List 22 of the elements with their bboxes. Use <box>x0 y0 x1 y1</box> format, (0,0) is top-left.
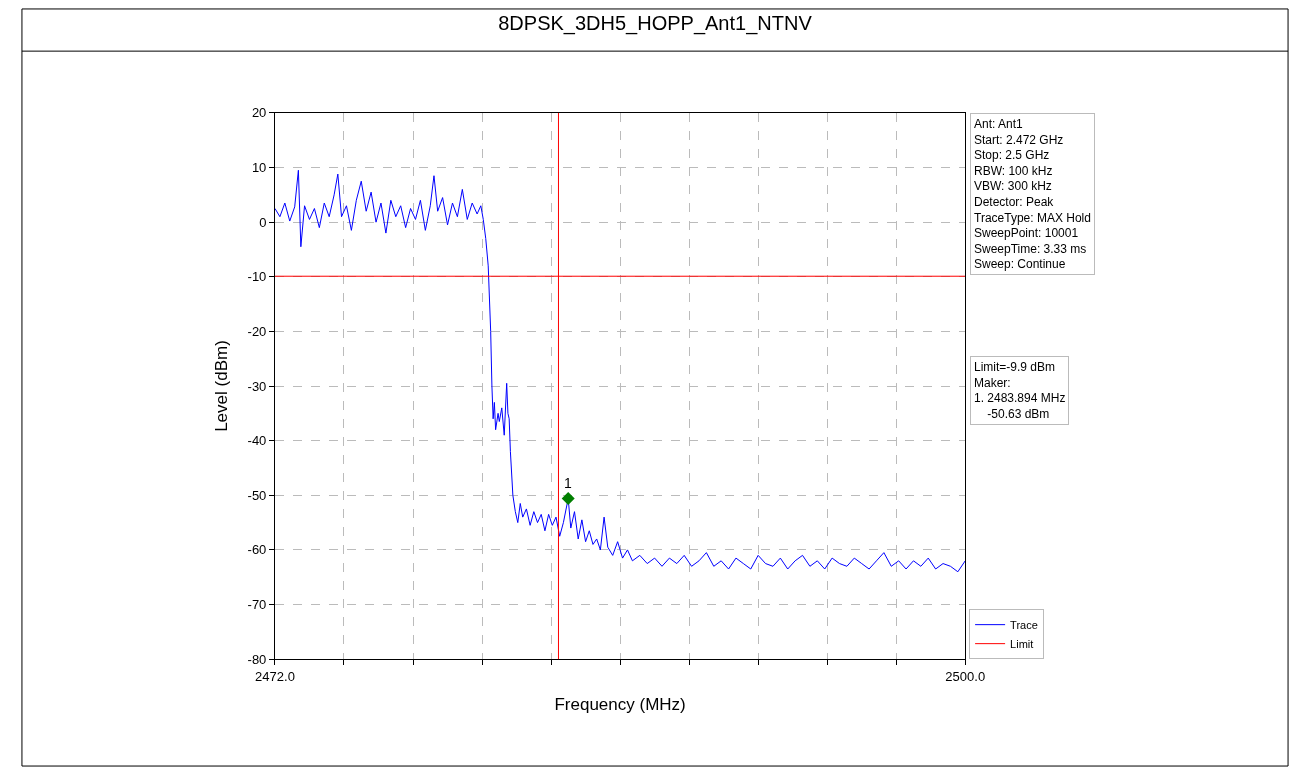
x-tick-label: 2472.0 <box>255 668 295 684</box>
x-axis-title: Frequency (MHz) <box>554 695 686 715</box>
line-series <box>274 169 966 573</box>
annotation: 1 <box>564 475 572 491</box>
y-tick-label: 10 <box>251 160 267 176</box>
y-tick-label: -80 <box>247 651 267 667</box>
y-tick-label: 20 <box>251 105 267 121</box>
y-tick-label: -50 <box>247 487 267 503</box>
y-tick-label: -40 <box>247 433 267 449</box>
y-tick-label: -60 <box>247 542 267 558</box>
legend-label: Trace <box>1010 618 1038 631</box>
x-tick-label: 2500.0 <box>945 668 986 684</box>
chart-title: 8DPSK_3DH5_HOPP_Ant1_NTNV <box>498 12 813 35</box>
text: Limit=-9.9 dBm Maker: 1. 2483.894 MHz -50.63 dBm <box>974 360 1066 421</box>
text: Ant: Ant1 Start: 2.472 GHz Stop: 2.5 GHz RBW: 100 kHz VBW: 300 kHz Detector: Peak TraceType: MAX Hold SweepPoint: 10001 SweepTime: 3.33 ms Sweep: Continue <box>974 117 1091 272</box>
y-tick-label: -20 <box>247 323 267 339</box>
y-tick-label: -70 <box>247 597 267 613</box>
legend-label: Limit <box>1010 637 1034 650</box>
y-tick-label: 0 <box>259 214 267 230</box>
y-tick-label: -30 <box>247 378 267 394</box>
y-axis-title: Level (dBm) <box>212 340 232 432</box>
y-tick-label: -10 <box>247 269 267 285</box>
